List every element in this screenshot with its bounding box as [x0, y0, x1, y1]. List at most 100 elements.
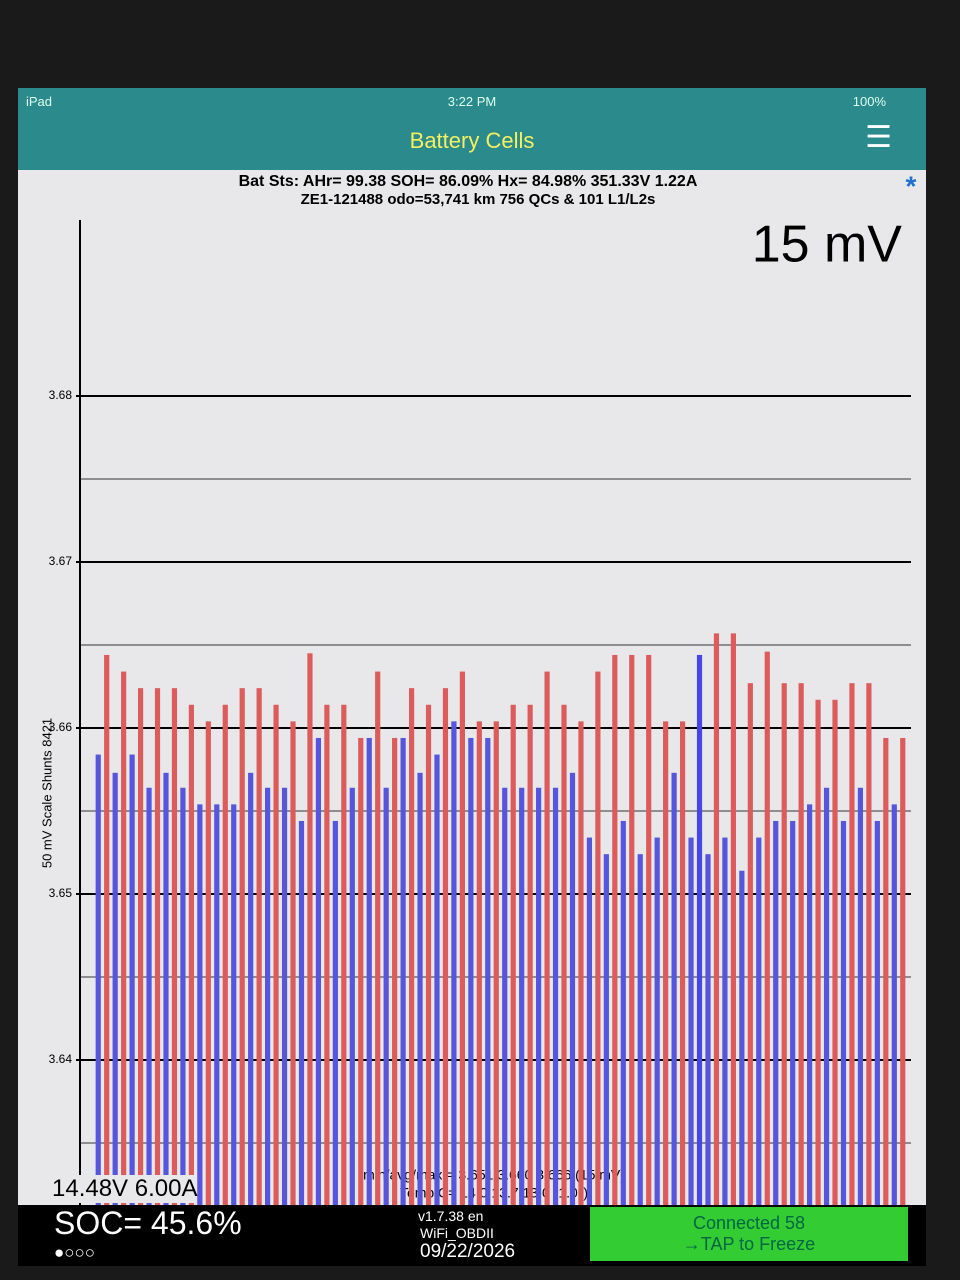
bar — [527, 704, 533, 1226]
nav-title: Battery Cells — [409, 128, 535, 153]
bar — [324, 704, 330, 1226]
screen: iPad 3:22 PM 100% Battery Cells ☰ Bat St… — [18, 88, 926, 1266]
bar — [578, 721, 584, 1226]
bar — [468, 737, 474, 1226]
bar — [197, 804, 203, 1226]
bar — [307, 653, 313, 1226]
bar — [290, 721, 296, 1226]
bar — [552, 787, 559, 1226]
bar — [705, 854, 711, 1226]
chart-area: Bat Sts: AHr= 99.38 SOH= 86.09% Hx= 84.9… — [18, 170, 926, 1248]
bar — [823, 787, 830, 1226]
bar — [663, 721, 669, 1226]
bar — [629, 654, 635, 1226]
y-tick-label: 3.66 — [49, 720, 73, 734]
connect-button[interactable]: Connected 58 →TAP to Freeze — [590, 1207, 908, 1261]
bar — [205, 721, 211, 1226]
bar — [857, 787, 864, 1226]
tap-freeze: →TAP to Freeze — [682, 1234, 816, 1254]
device: iPad — [26, 94, 53, 109]
info-line: ZE1-121488 odo=53,741 km 756 QCs & 101 L… — [301, 191, 656, 208]
bar — [451, 721, 457, 1226]
bar — [798, 683, 804, 1226]
bar — [790, 820, 796, 1226]
bar — [281, 787, 288, 1226]
bar — [866, 683, 872, 1226]
bar — [248, 772, 254, 1226]
bar — [188, 704, 194, 1226]
battery: 100% — [852, 94, 886, 109]
bar — [807, 804, 813, 1226]
connected: Connected 58 — [692, 1213, 806, 1233]
bar — [121, 671, 127, 1226]
bar — [476, 721, 482, 1226]
bar — [510, 704, 516, 1226]
bar — [375, 671, 381, 1226]
bar — [569, 772, 576, 1226]
clock: 3:22 PM — [447, 94, 497, 109]
bar — [840, 820, 847, 1226]
bar — [273, 704, 279, 1226]
bar — [392, 737, 398, 1226]
y-tick-label: 3.67 — [49, 554, 73, 568]
y-tick-label: 3.68 — [49, 388, 73, 402]
bar — [773, 820, 779, 1226]
bar — [485, 737, 491, 1226]
bar — [112, 772, 118, 1226]
bar — [434, 754, 440, 1226]
bar — [620, 820, 626, 1226]
bar — [730, 633, 736, 1226]
bar — [722, 837, 728, 1226]
bar — [544, 671, 550, 1226]
soc: SOC= 45.6% — [54, 1205, 242, 1241]
bar — [654, 837, 660, 1226]
bar — [104, 654, 110, 1226]
scale-label: 15 mV — [752, 216, 903, 274]
bar — [383, 787, 389, 1226]
bar — [891, 804, 897, 1226]
bar — [603, 854, 609, 1226]
y-tick-label: 3.64 — [49, 1052, 73, 1066]
bar — [408, 688, 415, 1226]
bar — [646, 654, 652, 1226]
bar — [358, 737, 364, 1226]
info-line: Bat Sts: AHr= 99.38 SOH= 86.09% Hx= 84.9… — [239, 173, 698, 190]
bar — [883, 737, 889, 1226]
bar — [671, 772, 677, 1226]
bar — [256, 688, 262, 1226]
bar — [154, 688, 161, 1226]
bar — [713, 633, 720, 1226]
bar — [815, 699, 821, 1226]
star[interactable]: * — [906, 170, 917, 201]
bar — [502, 787, 508, 1226]
bar — [459, 671, 465, 1226]
bar — [849, 683, 855, 1226]
version: v1.7.38 en — [418, 1208, 484, 1224]
footer: 14.48V 6.00A SOC= 45.6% ●○○○ v1.7.38 en … — [18, 1175, 926, 1266]
bar — [349, 787, 355, 1226]
bar — [679, 721, 686, 1226]
bar — [493, 721, 499, 1226]
bar — [400, 737, 406, 1226]
bar — [696, 654, 703, 1226]
bar — [332, 820, 338, 1226]
bar — [747, 683, 753, 1226]
bar — [315, 737, 322, 1226]
bar — [298, 820, 305, 1226]
y-tick-label: 3.65 — [49, 886, 73, 900]
bar — [612, 654, 618, 1226]
bar — [222, 704, 228, 1226]
bar — [95, 754, 101, 1226]
bar — [425, 704, 432, 1226]
chart: Bat Sts: AHr= 99.38 SOH= 86.09% Hx= 84.9… — [39, 170, 917, 1248]
bar — [756, 837, 762, 1226]
bar — [586, 837, 593, 1226]
bar — [180, 787, 186, 1226]
bar — [417, 772, 423, 1226]
menu-button[interactable]: ☰ — [865, 121, 892, 154]
bar — [265, 787, 271, 1226]
date: 09/22/2026 — [420, 1241, 516, 1262]
bar — [688, 837, 694, 1226]
bar — [764, 651, 770, 1226]
